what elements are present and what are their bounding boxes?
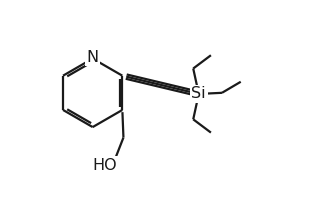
Text: N: N (87, 50, 99, 65)
Text: HO: HO (92, 158, 117, 173)
Text: Si: Si (191, 86, 206, 101)
